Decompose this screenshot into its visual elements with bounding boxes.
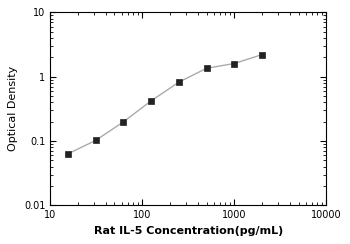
Y-axis label: Optical Density: Optical Density bbox=[8, 66, 18, 152]
X-axis label: Rat IL-5 Concentration(pg/mL): Rat IL-5 Concentration(pg/mL) bbox=[93, 226, 283, 236]
